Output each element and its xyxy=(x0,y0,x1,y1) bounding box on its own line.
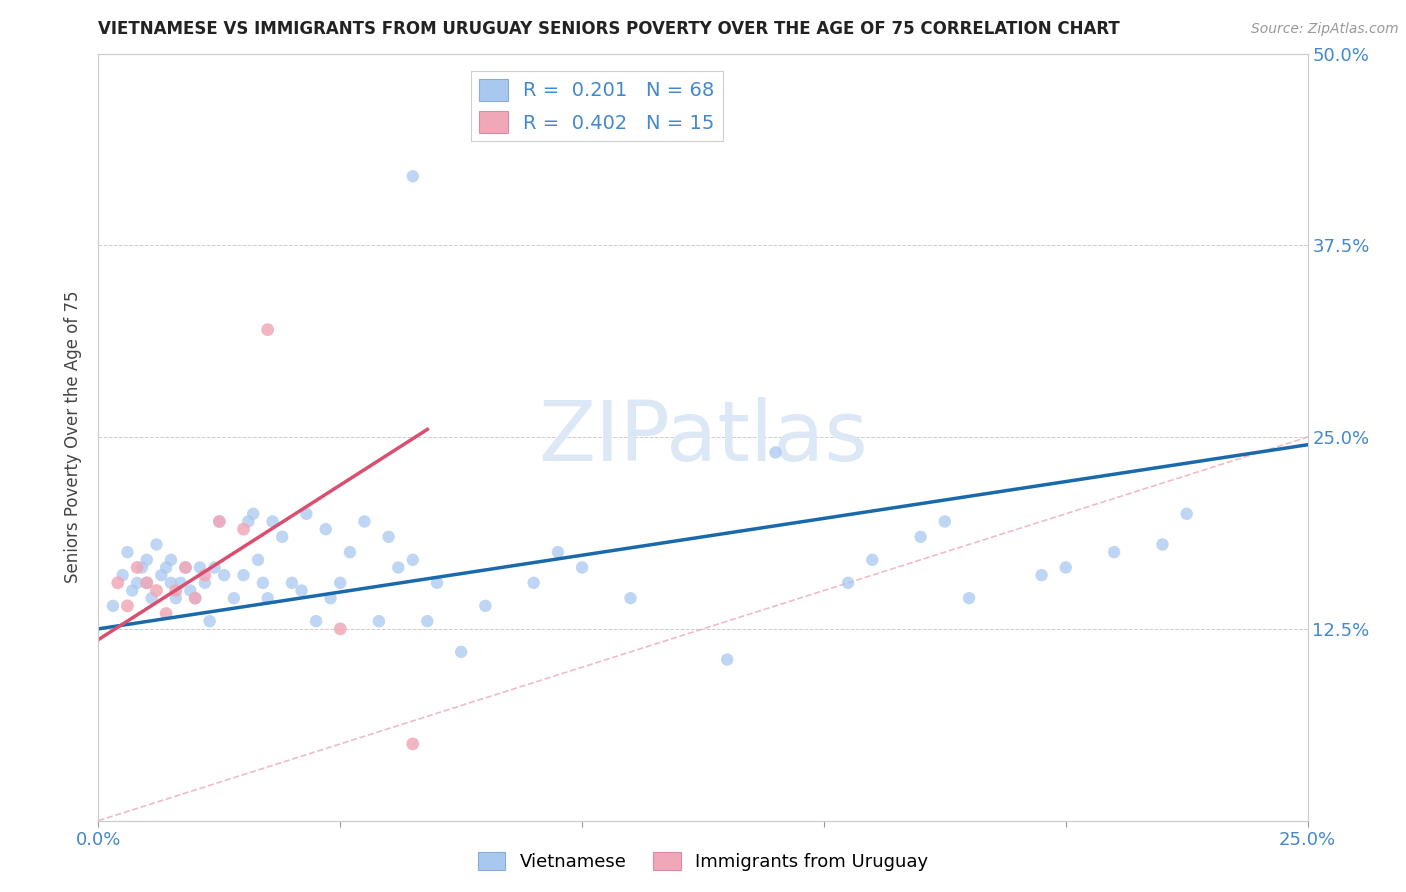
Y-axis label: Seniors Poverty Over the Age of 75: Seniors Poverty Over the Age of 75 xyxy=(65,291,83,583)
Point xyxy=(957,591,980,606)
Point xyxy=(256,323,278,337)
Point xyxy=(165,591,187,606)
Point xyxy=(169,575,191,590)
Point xyxy=(174,560,197,574)
Point xyxy=(198,614,221,628)
Point xyxy=(184,591,207,606)
Point xyxy=(547,545,569,559)
Point xyxy=(242,507,264,521)
Point xyxy=(402,737,425,751)
Point xyxy=(450,645,472,659)
Point xyxy=(117,545,139,559)
Legend: R =  0.201   N = 68, R =  0.402   N = 15: R = 0.201 N = 68, R = 0.402 N = 15 xyxy=(471,70,723,141)
Point xyxy=(117,599,139,613)
Point xyxy=(387,560,409,574)
Point xyxy=(281,575,304,590)
Point xyxy=(141,591,163,606)
Point xyxy=(155,560,177,574)
Point xyxy=(194,575,217,590)
Point xyxy=(256,591,278,606)
Point xyxy=(208,515,231,529)
Point xyxy=(160,553,183,567)
Point xyxy=(135,553,157,567)
Point xyxy=(127,560,149,574)
Point xyxy=(716,652,738,666)
Point xyxy=(160,575,183,590)
Text: VIETNAMESE VS IMMIGRANTS FROM URUGUAY SENIORS POVERTY OVER THE AGE OF 75 CORRELA: VIETNAMESE VS IMMIGRANTS FROM URUGUAY SE… xyxy=(98,21,1121,38)
Point xyxy=(174,560,197,574)
Point xyxy=(860,553,883,567)
Point xyxy=(194,568,217,582)
Point xyxy=(145,583,167,598)
Point xyxy=(319,591,342,606)
Point xyxy=(145,537,167,551)
Point xyxy=(188,560,211,574)
Point xyxy=(232,568,254,582)
Point xyxy=(271,530,294,544)
Point xyxy=(934,515,956,529)
Point xyxy=(111,568,134,582)
Point xyxy=(402,169,425,184)
Point xyxy=(165,583,187,598)
Point xyxy=(1152,537,1174,551)
Point xyxy=(204,560,226,574)
Point xyxy=(1175,507,1198,521)
Point xyxy=(474,599,496,613)
Text: ZIPatlas: ZIPatlas xyxy=(538,397,868,477)
Point xyxy=(353,515,375,529)
Point xyxy=(837,575,859,590)
Point xyxy=(426,575,449,590)
Point xyxy=(910,530,932,544)
Point xyxy=(155,607,177,621)
Point xyxy=(252,575,274,590)
Point xyxy=(377,530,399,544)
Point xyxy=(368,614,391,628)
Point xyxy=(238,515,260,529)
Point xyxy=(619,591,641,606)
Point xyxy=(184,591,207,606)
Legend: Vietnamese, Immigrants from Uruguay: Vietnamese, Immigrants from Uruguay xyxy=(471,845,935,879)
Point xyxy=(135,575,157,590)
Point xyxy=(212,568,235,582)
Point xyxy=(222,591,245,606)
Point xyxy=(150,568,173,582)
Point xyxy=(765,445,787,459)
Point xyxy=(329,622,352,636)
Point xyxy=(101,599,124,613)
Point xyxy=(1031,568,1053,582)
Point xyxy=(107,575,129,590)
Point xyxy=(416,614,439,628)
Point xyxy=(135,575,157,590)
Point xyxy=(295,507,318,521)
Point xyxy=(402,553,425,567)
Point xyxy=(523,575,546,590)
Point xyxy=(127,575,149,590)
Point xyxy=(232,522,254,536)
Point xyxy=(290,583,312,598)
Point xyxy=(179,583,201,598)
Point xyxy=(571,560,593,574)
Point xyxy=(247,553,270,567)
Point xyxy=(121,583,143,598)
Point xyxy=(1102,545,1125,559)
Point xyxy=(305,614,328,628)
Point xyxy=(339,545,361,559)
Point xyxy=(208,515,231,529)
Point xyxy=(262,515,284,529)
Point xyxy=(315,522,337,536)
Point xyxy=(131,560,153,574)
Point xyxy=(1054,560,1077,574)
Text: Source: ZipAtlas.com: Source: ZipAtlas.com xyxy=(1251,22,1399,37)
Point xyxy=(329,575,352,590)
